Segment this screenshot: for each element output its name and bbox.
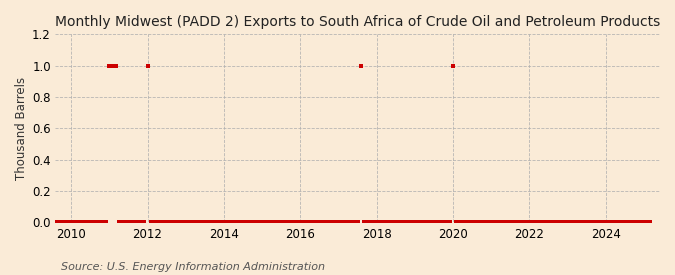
Title: Monthly Midwest (PADD 2) Exports to South Africa of Crude Oil and Petroleum Prod: Monthly Midwest (PADD 2) Exports to Sout… [55,15,660,29]
Text: Source: U.S. Energy Information Administration: Source: U.S. Energy Information Administ… [61,262,325,272]
Y-axis label: Thousand Barrels: Thousand Barrels [15,77,28,180]
